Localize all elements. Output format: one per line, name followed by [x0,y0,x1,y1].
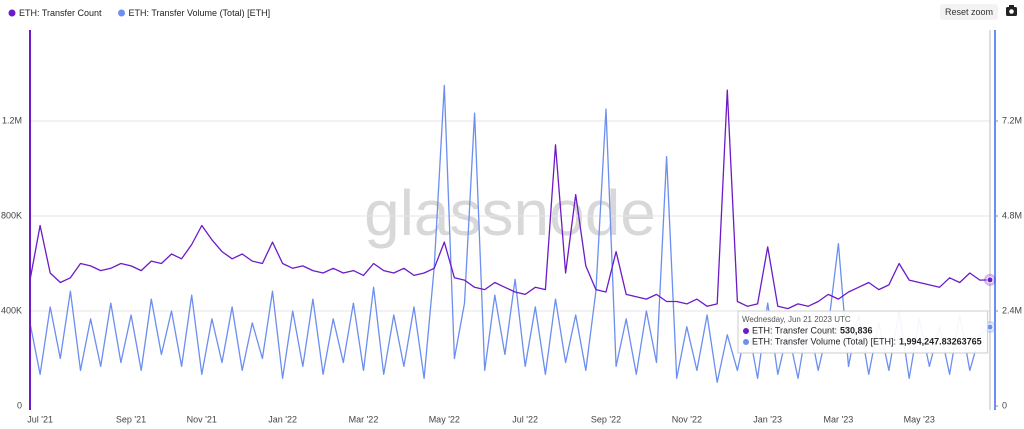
tooltip-label: ETH: Transfer Count: [752,325,837,335]
x-tick-label: Mar '22 [349,414,379,424]
reset-zoom-label[interactable]: Reset zoom [945,7,993,17]
y-tick-label: 0 [17,400,22,410]
x-tick-label: Mar '23 [824,414,854,424]
y-tick-label: 400K [1,305,22,315]
x-tick-label: Jan '23 [753,414,782,424]
tooltip-label: ETH: Transfer Volume (Total) [ETH]: [752,336,896,346]
reset-zoom-button[interactable] [940,4,998,20]
x-tick-label: May '22 [429,414,460,424]
y-tick-label: 800K [1,210,22,220]
x-tick-label: Sep '22 [591,414,621,424]
x-tick-label: Nov '22 [672,414,702,424]
y-tick-label: 1.2M [2,115,22,125]
x-tick-label: Sep '21 [116,414,146,424]
y2-tick-label: 2.4M [1002,305,1022,315]
x-tick-label: May '23 [904,414,935,424]
tooltip-title: Wednesday, Jun 21 2023 UTC [742,315,851,324]
legend-marker [118,9,126,17]
y2-tick-label: 7.2M [1002,115,1022,125]
tooltip-box [737,310,989,354]
legend-label: ETH: Transfer Count [19,8,102,18]
y2-tick-label: 4.8M [1002,210,1022,220]
y2-tick-label: 0 [1002,400,1007,410]
legend-label: ETH: Transfer Volume (Total) [ETH] [129,8,271,18]
x-tick-label: Jul '22 [512,414,538,424]
camera-icon[interactable] [1006,5,1017,16]
legend-marker [8,9,16,17]
tooltip-marker [743,328,749,334]
tooltip-marker [743,339,749,345]
tooltip-value: 1,994,247.83263765 [899,336,982,346]
series-line [29,89,991,310]
tooltip-value: 530,836 [840,325,873,335]
watermark: glassnode [364,177,656,249]
hover-point [986,276,994,284]
x-tick-label: Nov '21 [187,414,217,424]
x-tick-label: Jan '22 [268,414,297,424]
x-tick-label: Jul '21 [27,414,53,424]
